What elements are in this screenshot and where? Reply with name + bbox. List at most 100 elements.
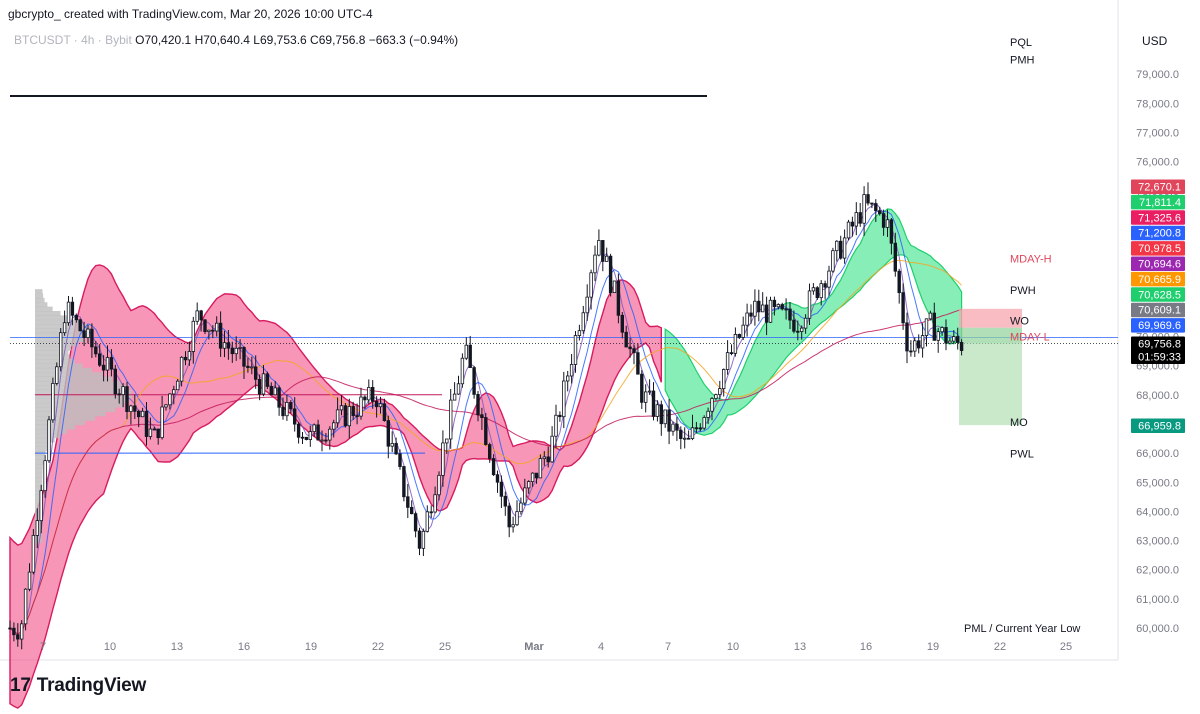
candle [647, 379, 652, 395]
level-label: PWH [1010, 285, 1036, 297]
open-label: O [135, 33, 145, 47]
candle-body [468, 344, 472, 368]
candle-body [850, 221, 855, 227]
candle [835, 240, 839, 262]
price-tag: 71,200.8 [1131, 225, 1185, 241]
candle-body [675, 423, 679, 431]
candle [355, 403, 359, 425]
ohlc-legend: BTCUSDT · 4h · Bybit O70,420.1 H70,640.4… [14, 33, 458, 47]
candle-body [616, 280, 621, 316]
candle-body [893, 242, 897, 272]
candle-body [702, 417, 706, 429]
volume-profile-bar [35, 415, 96, 421]
candle [445, 438, 449, 454]
volume-profile-bar [35, 411, 106, 417]
candle-body [320, 439, 324, 442]
candle [940, 326, 944, 336]
candle-body [909, 350, 913, 353]
candle [265, 371, 270, 390]
level-label: PML / Current Year Low [964, 623, 1080, 635]
candle [733, 327, 738, 357]
candle-body [230, 347, 234, 355]
price-tag-bg [1131, 349, 1185, 364]
candle-body [125, 386, 129, 412]
currency-label[interactable]: USD [1142, 34, 1168, 48]
candle [800, 325, 804, 340]
candle [448, 388, 453, 449]
candle [230, 341, 234, 363]
candle-body [722, 369, 726, 389]
candle-body [246, 365, 250, 369]
candle-body [538, 458, 543, 479]
position-stop-zone[interactable] [959, 308, 1022, 328]
tradingview-brand: TradingView [36, 675, 147, 696]
candle [398, 449, 402, 470]
candle [370, 380, 375, 409]
candle [117, 388, 121, 404]
x-tick-label: 10 [727, 641, 739, 653]
candle-body [663, 409, 667, 425]
candle [811, 283, 816, 295]
candle-body [117, 393, 121, 396]
y-tick-label: 78,000.0 [1136, 98, 1179, 110]
position-target-zone[interactable] [959, 343, 1022, 426]
price-tag: 70,609.1 [1131, 302, 1185, 318]
candle [577, 324, 582, 341]
candle [819, 280, 823, 306]
volume-profile-bar [35, 363, 83, 369]
volume-profile-bar [35, 533, 43, 539]
candle-body [413, 513, 418, 532]
candle-body [683, 437, 687, 440]
volume-profile-bar [35, 319, 82, 325]
symbol-meta[interactable]: BTCUSDT · 4h · Bybit [14, 33, 132, 47]
candle-body [328, 428, 332, 441]
candle [226, 329, 231, 360]
x-tick-label: 25 [439, 641, 451, 653]
candle-body [460, 357, 465, 385]
candle [569, 354, 574, 384]
candle-body [924, 318, 929, 336]
candle-body [133, 405, 137, 412]
candle [156, 428, 160, 445]
candle-body [378, 403, 383, 408]
price-tag-value: 70,628.5 [1138, 289, 1181, 301]
volume-profile-bar [35, 324, 90, 329]
candle [874, 199, 878, 223]
volume-profile-bar [35, 315, 71, 321]
candle-body [160, 406, 164, 439]
x-tick-label: 10 [104, 641, 116, 653]
candle-body [749, 312, 753, 317]
candle [936, 327, 940, 353]
candle-body [870, 202, 874, 205]
tradingview-logo[interactable]: 17 TradingView [10, 675, 146, 697]
y-tick-label: 64,000.0 [1136, 506, 1179, 518]
y-tick-label: 65,000.0 [1136, 477, 1179, 489]
volume-profile-bar [35, 359, 75, 364]
candle-body [351, 406, 355, 417]
candle-body [889, 219, 894, 244]
candle-body [394, 443, 398, 455]
candle [320, 430, 324, 452]
candle-body [86, 328, 90, 338]
close-value: 69,756.8 [318, 33, 366, 47]
candle [690, 414, 695, 441]
candle-body [573, 335, 578, 365]
candle [74, 313, 78, 323]
candle-body [390, 443, 394, 447]
candle [538, 454, 543, 479]
candle-body [519, 502, 523, 513]
candle [866, 182, 870, 206]
change-value: −663.3 (−0.94%) [368, 33, 459, 47]
candle [858, 202, 862, 227]
candle [608, 253, 613, 297]
candle [121, 383, 125, 408]
candle [199, 309, 203, 332]
candle [722, 368, 726, 397]
price-tag-value: 72,670.1 [1138, 182, 1181, 194]
candle-body [156, 428, 160, 439]
position-entry-zone[interactable] [959, 327, 1022, 344]
candle [745, 303, 749, 337]
candle [109, 349, 114, 377]
